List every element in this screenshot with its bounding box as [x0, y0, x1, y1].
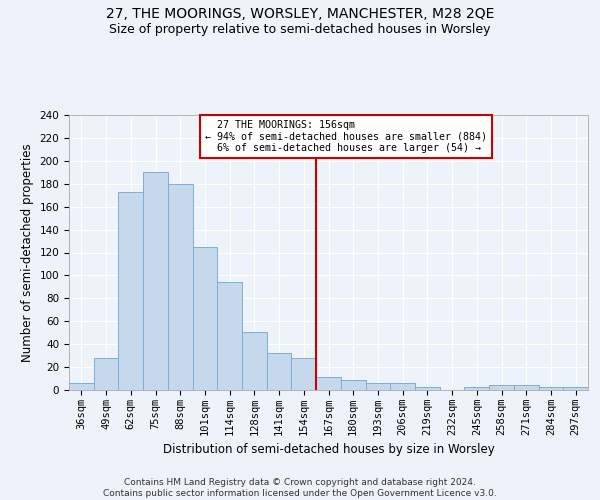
Bar	[94, 358, 118, 390]
Text: 27 THE MOORINGS: 156sqm  
← 94% of semi-detached houses are smaller (884)
  6% o: 27 THE MOORINGS: 156sqm ← 94% of semi-de…	[205, 120, 487, 153]
Bar	[168, 184, 193, 390]
Text: Size of property relative to semi-detached houses in Worsley: Size of property relative to semi-detach…	[109, 22, 491, 36]
Bar	[563, 386, 588, 390]
Bar	[292, 358, 316, 390]
Bar	[341, 380, 365, 390]
Text: 27, THE MOORINGS, WORSLEY, MANCHESTER, M28 2QE: 27, THE MOORINGS, WORSLEY, MANCHESTER, M…	[106, 8, 494, 22]
Bar	[193, 247, 217, 390]
Bar	[365, 383, 390, 390]
Bar	[539, 386, 563, 390]
Bar	[415, 386, 440, 390]
Bar	[489, 386, 514, 390]
Bar	[267, 354, 292, 390]
Bar	[217, 282, 242, 390]
Text: Distribution of semi-detached houses by size in Worsley: Distribution of semi-detached houses by …	[163, 442, 494, 456]
Y-axis label: Number of semi-detached properties: Number of semi-detached properties	[21, 143, 34, 362]
Text: Contains HM Land Registry data © Crown copyright and database right 2024.
Contai: Contains HM Land Registry data © Crown c…	[103, 478, 497, 498]
Bar	[464, 386, 489, 390]
Bar	[316, 378, 341, 390]
Bar	[514, 386, 539, 390]
Bar	[69, 383, 94, 390]
Bar	[242, 332, 267, 390]
Bar	[390, 383, 415, 390]
Bar	[143, 172, 168, 390]
Bar	[118, 192, 143, 390]
